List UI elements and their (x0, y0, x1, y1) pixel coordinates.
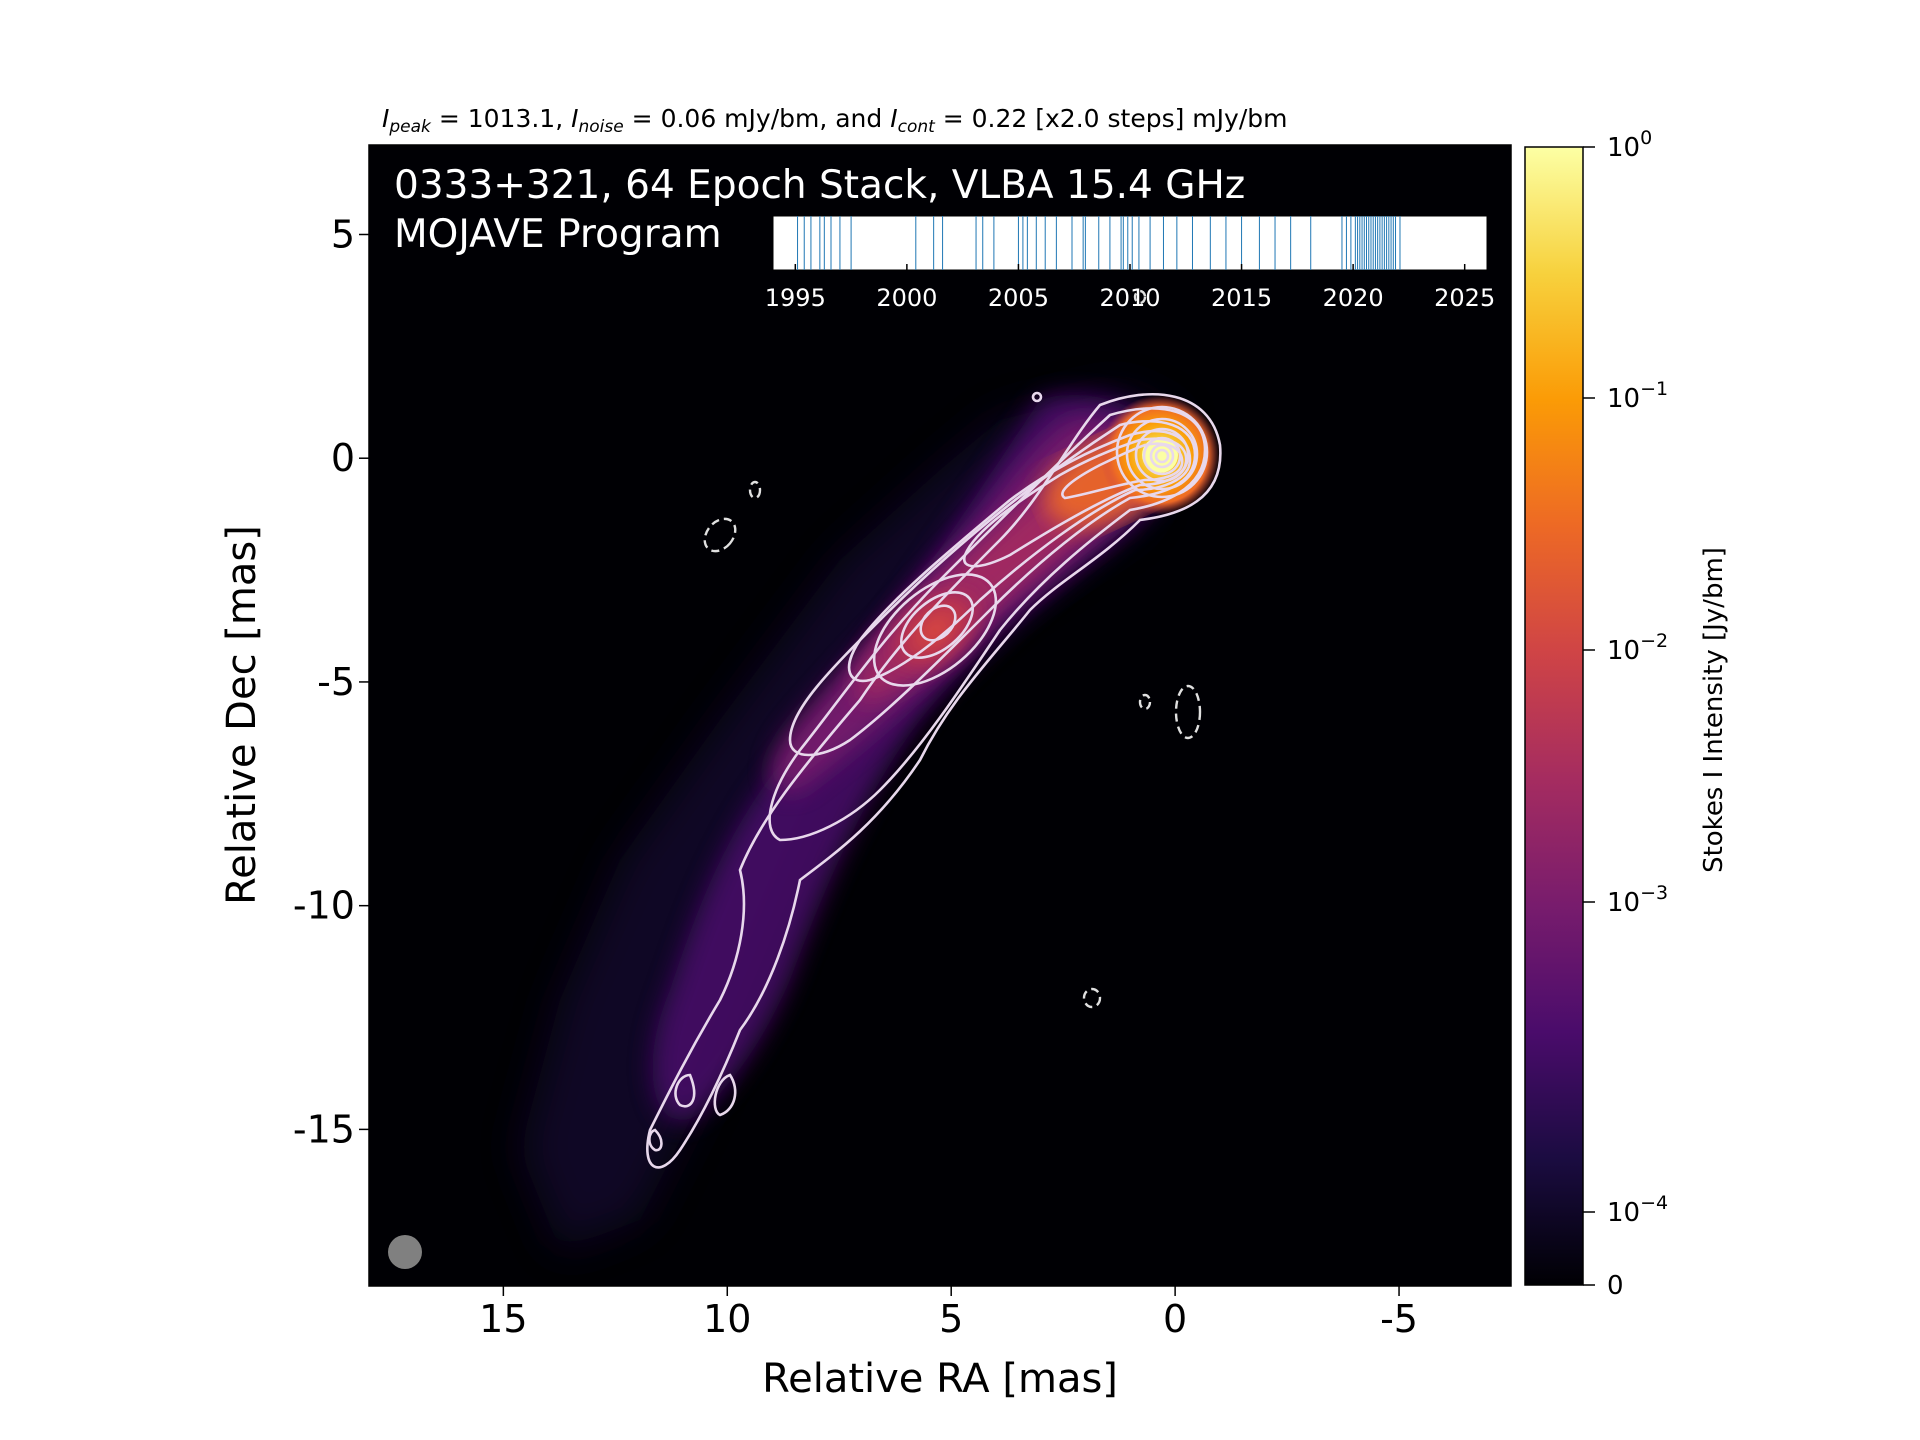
header-text: Ipeak = 1013.1, Inoise = 0.06 mJy/bm, an… (382, 104, 1287, 137)
overlay-title: 0333+321, 64 Epoch Stack, VLBA 15.4 GHz (394, 163, 1245, 208)
epoch-tick-label: 2005 (988, 284, 1049, 312)
epoch-tick-label: 2025 (1434, 284, 1495, 312)
emission-layer (388, 289, 1222, 1269)
image-panel: 0333+321, 64 Epoch Stack, VLBA 15.4 GHz … (219, 144, 1512, 1402)
beam-ellipse (388, 1235, 422, 1269)
y-tick-label: -15 (293, 1107, 355, 1151)
x-tick-label: 0 (1163, 1297, 1187, 1341)
colorbar-tick-label: 10−2 (1607, 630, 1668, 666)
y-tick-label: -10 (293, 884, 355, 928)
y-axis-label: Relative Dec [mas] (219, 525, 265, 905)
colorbar-label: Stokes I Intensity [Jy/bm] (1699, 547, 1729, 873)
epoch-tick-label: 2010 (1099, 284, 1160, 312)
x-axis-label: Relative RA [mas] (762, 1356, 1118, 1402)
negative-contours (703, 289, 1202, 1009)
colorbar-tick-label: 100 (1607, 127, 1652, 163)
y-tick-label: 0 (331, 436, 355, 480)
x-tick-label: 15 (479, 1297, 527, 1341)
colorbar-tick-label: 10−1 (1607, 378, 1668, 414)
epoch-tick-label: 2000 (876, 284, 937, 312)
contours (646, 391, 1222, 1169)
colorbar: 100 10−1 10−2 10−3 10−4 0 Stokes I Intensity … (1524, 127, 1729, 1301)
overlay-subtitle: MOJAVE Program (394, 212, 722, 257)
x-tick-label: 10 (703, 1297, 751, 1341)
y-tick-label: 5 (331, 212, 355, 256)
colorbar-tick-label: 10−3 (1607, 882, 1668, 918)
epoch-tick-label: 2020 (1323, 284, 1384, 312)
x-tick-label: 5 (939, 1297, 963, 1341)
x-tick-label: -5 (1380, 1297, 1418, 1341)
epoch-tick-label: 2015 (1211, 284, 1272, 312)
epoch-inset: 1995 2000 2005 2010 2015 2020 2025 (765, 215, 1495, 312)
colorbar-tick-label: 0 (1607, 1271, 1624, 1301)
epoch-tick-label: 1995 (765, 284, 826, 312)
colorbar-tick-label: 10−4 (1607, 1192, 1668, 1228)
y-tick-label: -5 (317, 660, 355, 704)
